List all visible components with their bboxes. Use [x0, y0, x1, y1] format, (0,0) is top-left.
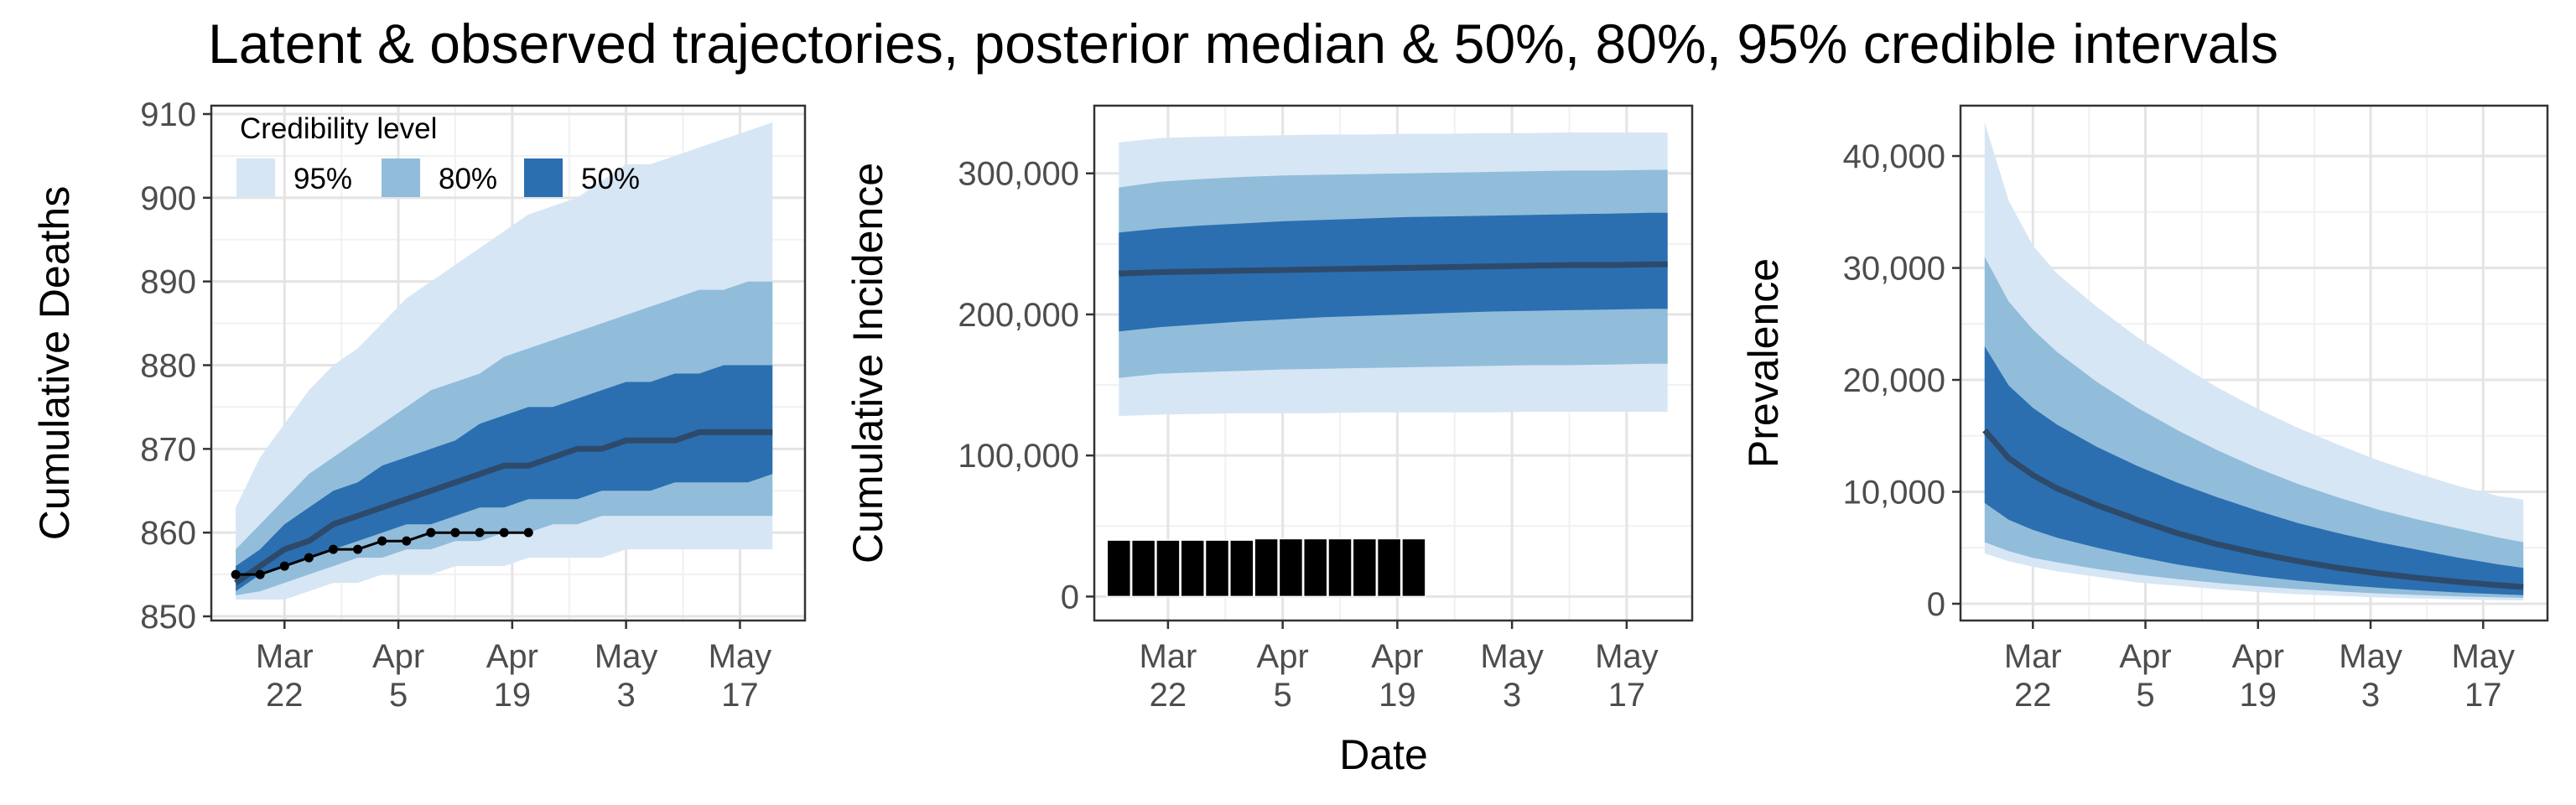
- observed-point: [328, 544, 338, 554]
- observed-point: [450, 527, 460, 538]
- y-tick-label: 40,000: [1843, 138, 1945, 175]
- observed-bar: [1229, 539, 1254, 598]
- y-tick-label: 0: [1927, 586, 1945, 623]
- legend-key: [382, 158, 420, 197]
- x-tick-label: May 3: [595, 638, 658, 714]
- panel-prevalence: 0 10,000 20,000 30,000 40,000 Mar 22 Apr 5 Apr 19 M…: [1740, 104, 2549, 714]
- x-tick-label: May 17: [1595, 638, 1659, 714]
- observed-point: [377, 536, 387, 546]
- observed-point: [402, 536, 412, 546]
- y-axis-label: Cumulative Incidence: [844, 163, 891, 564]
- x-tick-label: Apr 5: [372, 638, 424, 714]
- observed-bar: [1327, 538, 1353, 598]
- observed-bar: [1106, 539, 1132, 598]
- panel-cumulative-deaths: 850 860 870 880 890 900 910 Mar 22 Apr 5 Apr 19 May 3 M…: [31, 96, 807, 714]
- y-tick-label: 100,000: [958, 438, 1079, 475]
- x-tick-label: Mar 22: [1139, 638, 1197, 714]
- x-tick-label: May 17: [709, 638, 772, 714]
- y-tick-label: 900: [140, 180, 196, 217]
- observed-point: [499, 527, 509, 538]
- observed-bar: [1254, 538, 1279, 598]
- ribbon-50: [236, 365, 773, 592]
- panel-cumulative-incidence: 0 100,000 200,000 300,000 Mar 22 Apr 5 Apr 19 May 3…: [844, 104, 1694, 714]
- y-tick-label: 0: [1061, 579, 1079, 615]
- x-tick-label: Mar 22: [2004, 638, 2062, 714]
- x-tick-label: Apr 19: [1371, 638, 1423, 714]
- legend-label: 80%: [439, 163, 497, 195]
- y-axis-label: Cumulative Deaths: [31, 186, 78, 540]
- y-tick-label: 860: [140, 515, 196, 552]
- legend-label: 50%: [581, 163, 640, 195]
- x-tick-label: May 3: [1480, 638, 1544, 714]
- observed-bar: [1401, 538, 1426, 598]
- observed-point: [426, 527, 436, 538]
- x-tick-label: Mar 22: [256, 638, 314, 714]
- legend-key: [524, 158, 563, 197]
- y-tick-label: 890: [140, 264, 196, 301]
- observed-bar: [1376, 538, 1402, 598]
- x-tick-label: May 17: [2451, 638, 2515, 714]
- chart-title: Latent & observed trajectories, posterio…: [208, 13, 2278, 75]
- y-tick-label: 300,000: [958, 156, 1079, 193]
- observed-point: [304, 553, 314, 563]
- ribbon-50: [1984, 346, 2524, 595]
- x-tick-label: May 3: [2339, 638, 2402, 714]
- y-tick-label: 880: [140, 347, 196, 384]
- observed-bar: [1352, 538, 1378, 598]
- observed-point: [475, 527, 485, 538]
- observed-bar: [1302, 538, 1328, 598]
- observed-point: [231, 569, 241, 579]
- observed-point: [255, 569, 265, 579]
- y-tick-label: 20,000: [1843, 362, 1945, 399]
- x-axis-label: Date: [1339, 731, 1428, 778]
- y-tick-label: 200,000: [958, 297, 1079, 334]
- y-tick-label: 910: [140, 96, 196, 133]
- y-axis-label: Prevalence: [1740, 258, 1787, 468]
- observed-bar: [1130, 539, 1156, 598]
- legend-key: [236, 158, 275, 197]
- observed-point: [279, 561, 289, 571]
- median-line: [1119, 261, 1668, 277]
- y-tick-label: 10,000: [1843, 475, 1945, 512]
- panel-border: [1959, 104, 2549, 622]
- y-tick-label: 850: [140, 599, 196, 636]
- y-tick-label: 30,000: [1843, 251, 1945, 288]
- x-tick-label: Apr 19: [2232, 638, 2284, 714]
- median-line: [1982, 428, 2524, 590]
- observed-bar: [1180, 539, 1205, 598]
- panel-border: [210, 104, 807, 622]
- legend-label: 95%: [293, 163, 352, 195]
- observed-bar: [1204, 539, 1230, 598]
- observed-bar: [1156, 539, 1181, 598]
- observed-point: [523, 527, 533, 538]
- median-line: [234, 428, 773, 585]
- panel-border: [1093, 104, 1694, 622]
- x-tick-label: Apr 5: [1257, 638, 1309, 714]
- legend: Credibility level 95% 80% 50%: [236, 112, 640, 197]
- ribbon-50: [1119, 212, 1668, 332]
- observed-point: [353, 544, 363, 554]
- observed-bar: [1278, 538, 1304, 598]
- y-tick-label: 870: [140, 431, 196, 468]
- x-tick-label: Apr 19: [486, 638, 538, 714]
- legend-title: Credibility level: [240, 112, 437, 145]
- x-tick-label: Apr 5: [2119, 638, 2171, 714]
